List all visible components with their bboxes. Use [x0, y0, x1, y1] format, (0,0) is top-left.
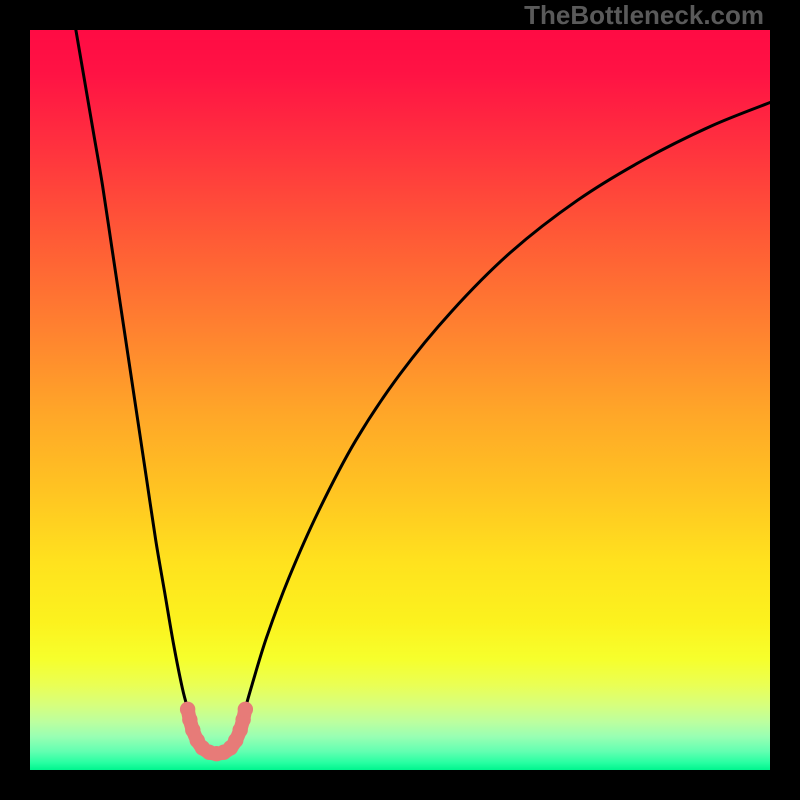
valley-bead	[238, 702, 253, 717]
plot-area	[30, 30, 770, 770]
chart-svg	[30, 30, 770, 770]
watermark-text: TheBottleneck.com	[524, 0, 764, 31]
chart-frame	[30, 30, 770, 770]
gradient-background	[30, 30, 770, 770]
